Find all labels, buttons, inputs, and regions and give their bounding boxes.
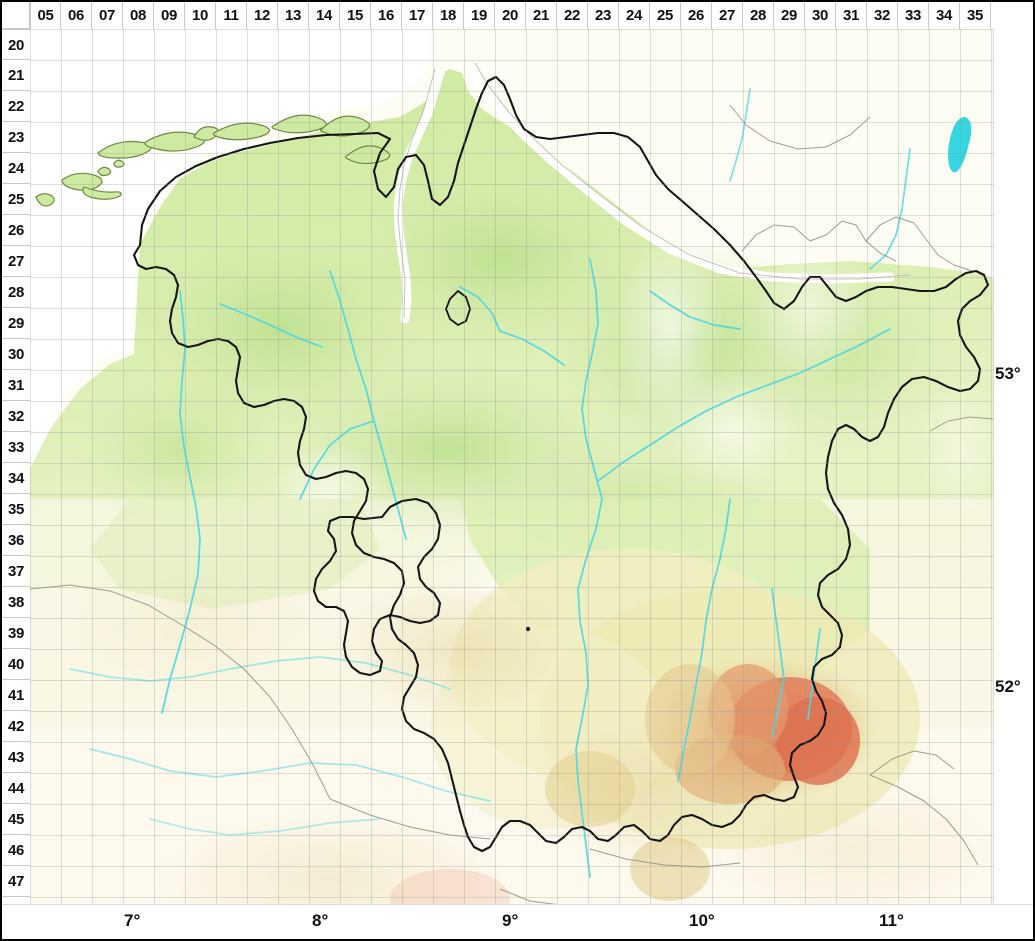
longitude-label-8deg: 8° [312, 911, 329, 930]
row-tick-34[interactable]: 34 [2, 463, 30, 494]
column-tick-13[interactable]: 13 [278, 2, 309, 29]
row-tick-22[interactable]: 22 [2, 91, 30, 122]
row-tick-28[interactable]: 28 [2, 277, 30, 308]
column-tick-21[interactable]: 21 [526, 2, 557, 29]
column-tick-09[interactable]: 09 [154, 2, 185, 29]
state-border-lower-saxony [132, 75, 990, 853]
row-tick-31[interactable]: 31 [2, 370, 30, 401]
row-tick-43[interactable]: 43 [2, 742, 30, 773]
row-tick-38[interactable]: 38 [2, 587, 30, 618]
column-tick-20[interactable]: 20 [495, 2, 526, 29]
row-tick-35[interactable]: 35 [2, 494, 30, 525]
right-margin-latitude-scale: 53° 52° [993, 29, 1033, 905]
row-tick-46[interactable]: 46 [2, 835, 30, 866]
row-tick-42[interactable]: 42 [2, 711, 30, 742]
row-tick-21[interactable]: 21 [2, 60, 30, 91]
row-tick-39[interactable]: 39 [2, 618, 30, 649]
column-tick-29[interactable]: 29 [774, 2, 805, 29]
row-tick-27[interactable]: 27 [2, 246, 30, 277]
row-ruler[interactable]: 20 21 22 23 24 25 26 27 28 29 30 31 32 33 34 35 36 37 38 39… [2, 29, 30, 897]
column-tick-31[interactable]: 31 [836, 2, 867, 29]
column-tick-32[interactable]: 32 [867, 2, 898, 29]
row-tick-33[interactable]: 33 [2, 432, 30, 463]
column-tick-10[interactable]: 10 [185, 2, 216, 29]
row-tick-47[interactable]: 47 [2, 866, 30, 897]
row-tick-26[interactable]: 26 [2, 215, 30, 246]
column-tick-34[interactable]: 34 [929, 2, 960, 29]
column-tick-35[interactable]: 35 [960, 2, 991, 29]
row-tick-37[interactable]: 37 [2, 556, 30, 587]
column-tick-27[interactable]: 27 [712, 2, 743, 29]
row-tick-44[interactable]: 44 [2, 773, 30, 804]
column-tick-19[interactable]: 19 [464, 2, 495, 29]
bremerhaven-enclave-border [445, 289, 471, 327]
longitude-label-10deg: 10° [689, 911, 715, 930]
east-frisian-islands [35, 114, 391, 207]
column-tick-33[interactable]: 33 [898, 2, 929, 29]
row-tick-25[interactable]: 25 [2, 184, 30, 215]
column-tick-16[interactable]: 16 [371, 2, 402, 29]
row-tick-40[interactable]: 40 [2, 649, 30, 680]
bremen-enclave-border [312, 497, 442, 677]
column-tick-17[interactable]: 17 [402, 2, 433, 29]
column-tick-08[interactable]: 08 [123, 2, 154, 29]
ruler-corner [2, 2, 30, 29]
column-tick-22[interactable]: 22 [557, 2, 588, 29]
longitude-label-9deg: 9° [502, 911, 519, 930]
harz-mountains [645, 651, 885, 807]
row-tick-24[interactable]: 24 [2, 153, 30, 184]
column-tick-14[interactable]: 14 [309, 2, 340, 29]
latitude-label-53deg: 53° [995, 364, 1021, 383]
column-tick-26[interactable]: 26 [681, 2, 712, 29]
column-tick-05[interactable]: 05 [30, 2, 61, 29]
row-tick-23[interactable]: 23 [2, 122, 30, 153]
district-borders [30, 104, 993, 905]
latitude-label-52deg: 52° [995, 677, 1021, 696]
row-tick-45[interactable]: 45 [2, 804, 30, 835]
row-tick-32[interactable]: 32 [2, 401, 30, 432]
row-tick-36[interactable]: 36 [2, 525, 30, 556]
confluence-marker [525, 626, 531, 632]
column-tick-30[interactable]: 30 [805, 2, 836, 29]
column-tick-12[interactable]: 12 [247, 2, 278, 29]
column-tick-28[interactable]: 28 [743, 2, 774, 29]
bottom-margin-longitude-scale: 7° 8° 9° 10° 11° [2, 905, 1033, 939]
column-tick-23[interactable]: 23 [588, 2, 619, 29]
column-tick-25[interactable]: 25 [650, 2, 681, 29]
lake-feature [948, 117, 972, 173]
row-tick-30[interactable]: 30 [2, 339, 30, 370]
row-tick-20[interactable]: 20 [2, 29, 30, 60]
map-right-rule [993, 29, 994, 905]
row-tick-29[interactable]: 29 [2, 308, 30, 339]
longitude-label-7deg: 7° [124, 911, 141, 930]
map-canvas[interactable] [30, 29, 993, 905]
column-ruler[interactable]: 05 06 07 08 09 10 11 12 13 14 15 16 17 18 19 20 21 22 23 24… [30, 2, 991, 29]
longitude-label-11deg: 11° [879, 911, 904, 930]
column-tick-07[interactable]: 07 [92, 2, 123, 29]
map-bottom-rule [2, 904, 1033, 905]
column-tick-18[interactable]: 18 [433, 2, 464, 29]
column-tick-06[interactable]: 06 [61, 2, 92, 29]
column-tick-11[interactable]: 11 [216, 2, 247, 29]
elbe-bank-line [397, 62, 911, 318]
river-network [69, 88, 911, 878]
column-tick-15[interactable]: 15 [340, 2, 371, 29]
map-graphic [30, 29, 993, 905]
column-tick-24[interactable]: 24 [619, 2, 650, 29]
row-tick-41[interactable]: 41 [2, 680, 30, 711]
